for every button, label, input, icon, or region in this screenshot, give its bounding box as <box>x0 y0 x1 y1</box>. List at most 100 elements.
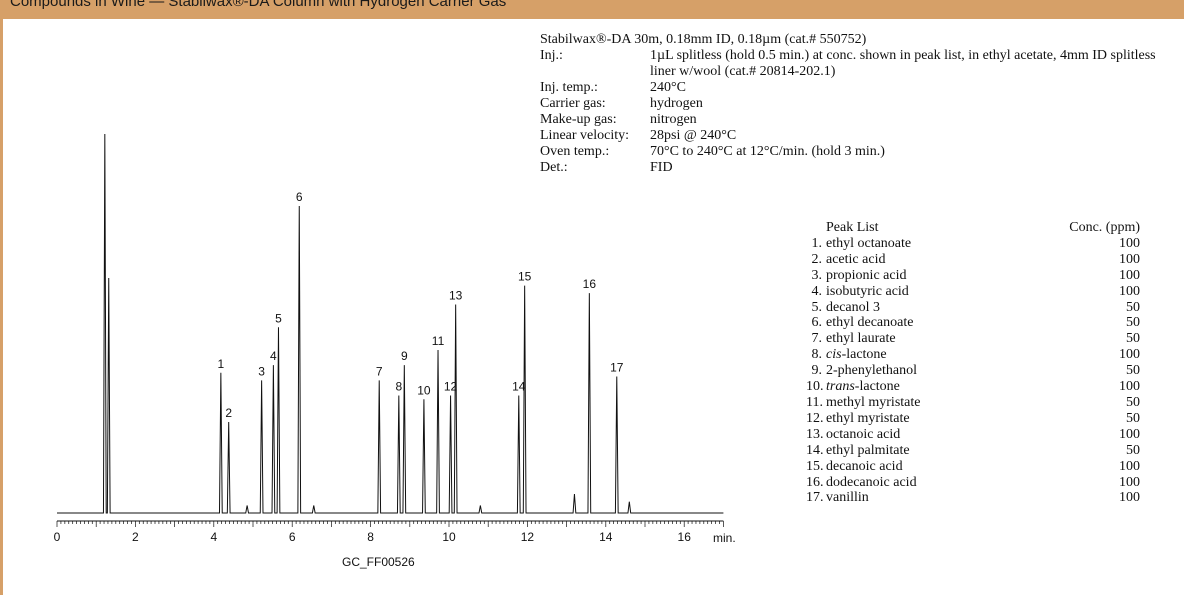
peak-name: 8. cis-lactone <box>800 347 1050 363</box>
peak-name: 5. decanol 3 <box>800 300 1050 316</box>
peak-compound: trans-lactone <box>826 379 900 395</box>
peak-name: 10. trans-lactone <box>800 379 1050 395</box>
peak-conc: 50 <box>1126 394 1140 410</box>
peak-conc: 100 <box>1119 283 1140 299</box>
peak-number: 11. <box>806 394 823 410</box>
peak-list-item: 16. dodecanoic acid 100 <box>800 475 1140 491</box>
peak-name: 1. ethyl octanoate <box>800 236 1050 252</box>
peak-number: 10. <box>806 379 824 395</box>
peak-list-item: 5. decanol 3 50 <box>800 299 1141 316</box>
peak-list-item: 9. 2-phenylethanol 50 <box>800 363 1141 379</box>
peak-name: 9. 2-phenylethanol <box>800 363 1050 379</box>
peak-number: 12. <box>806 410 824 426</box>
peak-conc: 100 <box>1119 458 1140 474</box>
condition-label: Inj.: <box>540 48 563 63</box>
peak-number: 14. <box>806 442 824 458</box>
x-axis-label: min. <box>713 531 736 545</box>
peak-name: 11. methyl myristate <box>800 395 1050 411</box>
condition-value: 70°C to 240°C at 12°C/min. (hold 3 min.) <box>650 144 885 159</box>
peak-label: 12 <box>444 380 458 394</box>
peak-conc: 50 <box>1126 363 1140 379</box>
peak-label: 6 <box>296 190 303 204</box>
peak-list-item: 7. ethyl laurate 50 <box>800 331 1141 347</box>
peak-list-header: Peak List Conc. (ppm) <box>800 220 1140 236</box>
x-tick-label: 0 <box>54 530 61 544</box>
peak-compound: decanol 3 <box>826 299 881 315</box>
peak-number: 7. <box>811 331 823 347</box>
peak-name: 6. ethyl decanoate <box>800 315 1050 331</box>
peak-number: 16. <box>806 474 824 490</box>
peak-label: 3 <box>258 364 265 378</box>
peak-label: 14 <box>512 380 526 394</box>
peak-conc: 50 <box>1126 442 1140 458</box>
peak-list-item: 4. isobutyric acid 100 <box>800 283 1141 300</box>
peak-name: 4. isobutyric acid <box>800 284 1050 300</box>
peak-compound: isobutyric acid <box>826 283 909 299</box>
condition-value: nitrogen <box>650 112 697 127</box>
peak-label: 10 <box>417 383 431 397</box>
column-info: Stabilwax®-DA 30m, 0.18mm ID, 0.18µm (ca… <box>540 32 867 47</box>
peak-label: 17 <box>610 361 624 375</box>
peak-list-title: Peak List <box>826 220 879 235</box>
condition-label: Make-up gas: <box>540 112 617 127</box>
peak-number: 9. <box>811 363 823 379</box>
x-tick-label: 6 <box>289 530 296 544</box>
peak-conc: 100 <box>1119 347 1140 363</box>
peak-list: Peak List Conc. (ppm) 1. ethyl octanoate 1… <box>800 220 1140 506</box>
peak-number: 4. <box>811 283 823 299</box>
condition-row: Inj.: 1µL splitless (hold 0.5 min.) at co… <box>540 48 1180 80</box>
peak-conc: 100 <box>1119 426 1140 442</box>
condition-row: Inj. temp.: 240°C <box>540 80 1180 96</box>
peak-conc: 100 <box>1119 267 1140 283</box>
condition-row: Oven temp.: 70°C to 240°C at 12°C/min. (h… <box>540 144 1180 160</box>
peak-label: 11 <box>432 334 445 348</box>
peak-list-rows: 1. ethyl octanoate 100 2. acetic acid 100 3. pr… <box>800 236 1140 506</box>
peak-conc: 50 <box>1126 331 1140 347</box>
peak-number: 13. <box>806 426 824 442</box>
x-axis: 0 2 4 6 8 10 12 14 16 <box>54 520 724 544</box>
condition-row: Carrier gas: hydrogen <box>540 96 1180 112</box>
peak-label: 13 <box>449 289 463 303</box>
condition-row: Linear velocity: 28psi @ 240°C <box>540 128 1180 144</box>
peak-number: 8. <box>811 347 823 363</box>
peak-number: 17. <box>806 490 824 506</box>
peak-list-item: 13. octanoic acid 100 <box>800 427 1140 443</box>
peak-name: 12. ethyl myristate <box>800 411 1050 427</box>
x-tick-label: 2 <box>132 530 139 544</box>
conditions-list: Inj.: 1µL splitless (hold 0.5 min.) at co… <box>540 48 1180 176</box>
peak-name: 15. decanoic acid <box>800 459 1050 475</box>
peak-compound: propionic acid <box>826 267 907 283</box>
peak-label: 9 <box>401 349 408 363</box>
peak-label: 8 <box>395 380 402 394</box>
peak-compound: 2-phenylethanol <box>826 363 917 379</box>
peak-list-item: 2. acetic acid 100 <box>800 251 1141 268</box>
peak-compound: ethyl laurate <box>826 331 896 347</box>
peak-label: 5 <box>275 311 282 325</box>
left-border <box>0 19 3 595</box>
condition-value: 1µL splitless (hold 0.5 min.) at conc. s… <box>650 48 1156 79</box>
peak-compound: dodecanoic acid <box>826 474 917 490</box>
condition-row: Det.: FID <box>540 160 1180 176</box>
trace <box>57 133 724 514</box>
conditions-block: Stabilwax®-DA 30m, 0.18mm ID, 0.18µm (ca… <box>540 32 1180 176</box>
peak-name: 3. propionic acid <box>800 268 1050 284</box>
peak-name: 13. octanoic acid <box>800 427 1050 443</box>
peak-compound: vanillin <box>826 490 869 506</box>
x-tick-label: 4 <box>210 530 217 544</box>
peak-name: 17. vanillin <box>800 490 1050 506</box>
chart-code: GC_FF00526 <box>342 555 415 569</box>
peak-conc: 50 <box>1126 299 1140 315</box>
peak-list-item: 17. vanillin 100 <box>800 490 1140 506</box>
peak-list-item: 10. trans-lactone 100 <box>800 379 1140 395</box>
peak-compound: ethyl myristate <box>826 410 910 426</box>
banner-text: Compounds in Wine — Stabilwax®-DA Column… <box>10 0 507 10</box>
peak-number: 6. <box>811 315 823 331</box>
peak-number: 2. <box>811 251 823 267</box>
peak-label: 2 <box>225 406 232 420</box>
peak-conc: 100 <box>1119 235 1140 251</box>
peak-compound: ethyl octanoate <box>826 235 912 251</box>
peak-list-item: 11. methyl myristate 50 <box>800 395 1140 411</box>
peak-list-item: 1. ethyl octanoate 100 <box>800 235 1141 252</box>
peak-conc: 100 <box>1119 490 1140 506</box>
